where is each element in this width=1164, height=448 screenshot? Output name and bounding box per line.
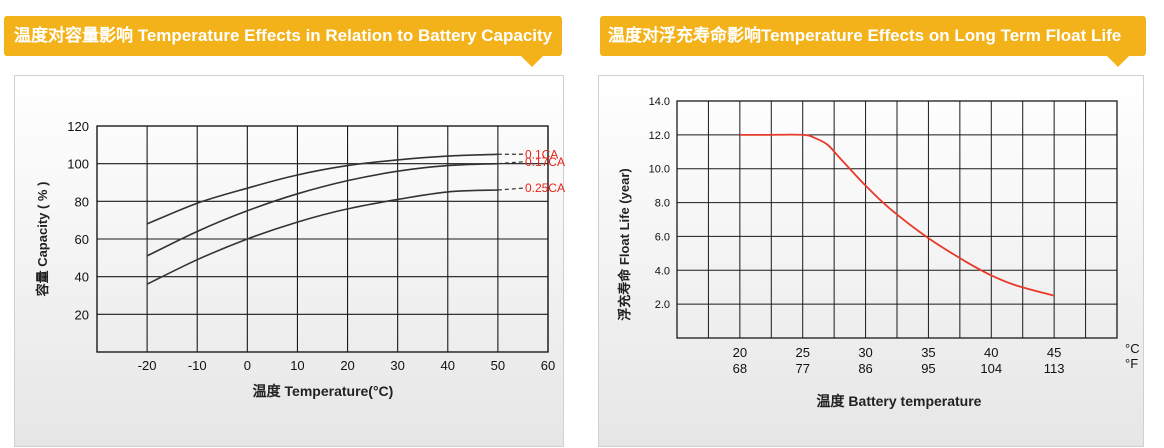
capacity-y-tick-label: 40 [75,270,89,285]
capacity-x-tick-label: 20 [340,358,354,373]
capacity-chart: 20 40 60 80 100 120 -20 -10 0 10 20 30 40 50 60 温度 Temp… [35,119,565,399]
capacity-y-tick-label: 120 [67,119,89,134]
capacity-x-tick-label: 10 [290,358,304,373]
capacity-series-line [146,153,498,225]
capacity-x-tick-label: 50 [491,358,505,373]
float-plot-frame [676,100,1118,339]
float-life-title-tab: 温度对浮充寿命影响Temperature Effects on Long Ter… [600,16,1146,56]
float-x-axis-title: 温度 Battery temperature [817,393,982,409]
capacity-plot-area: 20 40 60 80 100 120 -20 -10 0 10 20 30 40 50 60 温度 Temp… [14,75,565,447]
capacity-series-dash [497,187,523,191]
float-unit-fahrenheit: °F [1125,356,1138,371]
capacity-x-tick-label: 0 [244,358,251,373]
float-x-tick-label-c: 20 [733,345,747,360]
float-x-tick-label-c: 30 [858,345,872,360]
float-life-title-tail [1106,55,1130,67]
capacity-series-label: 0.1CA [525,147,558,161]
capacity-x-tick-label: 30 [390,358,404,373]
capacity-x-tick-label: -20 [138,358,157,373]
float-y-tick-label: 10.0 [649,164,670,176]
capacity-y-tick-label: 20 [75,307,89,322]
capacity-y-tick-label: 100 [67,157,89,172]
capacity-x-tick-label: 40 [441,358,455,373]
capacity-y-tick-label: 80 [75,194,89,209]
capacity-series-line [146,189,498,285]
capacity-y-tick-label: 60 [75,232,89,247]
float-x-tick-label-c: 25 [795,345,809,360]
capacity-y-axis-title: 容量 Capacity ( % ) [35,182,50,298]
float-y-axis-title: 浮充寿命 Float Life (year) [617,168,632,320]
float-y-tick-label: 12.0 [649,130,670,142]
float-x-tick-label-c: 35 [921,345,935,360]
capacity-title-tab: 温度对容量影响 Temperature Effects in Relation … [4,16,562,56]
capacity-title-tail [520,55,544,67]
float-y-tick-label: 4.0 [655,265,670,277]
float-x-tick-label-f: 68 [733,361,747,376]
capacity-series-label: 0.17CA [525,155,565,169]
float-life-plot-area: 2.0 4.0 6.0 8.0 10.0 12.0 14.0 20 68 25 77 30 86 35 95… [598,75,1144,447]
float-y-tick-label: 8.0 [655,198,670,210]
float-x-tick-label-f: 86 [858,361,872,376]
float-life-series-line [739,133,1055,297]
float-x-tick-label-f: 104 [980,361,1002,376]
capacity-x-tick-label: -10 [188,358,207,373]
capacity-x-tick-label: 60 [541,358,555,373]
float-x-tick-label-c: 40 [984,345,998,360]
capacity-plot-frame [96,125,549,353]
float-life-panel: 温度对浮充寿命影响Temperature Effects on Long Ter… [598,0,1164,447]
float-y-tick-label: 14.0 [649,96,670,108]
capacity-series-line [146,162,498,257]
float-y-tick-label: 2.0 [655,299,670,311]
float-y-tick-label: 6.0 [655,231,670,243]
capacity-x-axis-title: 温度 Temperature(°C) [253,383,394,399]
float-x-tick-label-c: 45 [1047,345,1061,360]
float-unit-celsius: °C [1125,341,1140,356]
float-x-tick-label-f: 77 [795,361,809,376]
float-x-tick-label-f: 95 [921,361,935,376]
capacity-series-label: 0.25CA [525,181,565,195]
float-x-tick-label-f: 113 [1044,361,1065,376]
capacity-panel: 温度对容量影响 Temperature Effects in Relation … [0,0,566,447]
